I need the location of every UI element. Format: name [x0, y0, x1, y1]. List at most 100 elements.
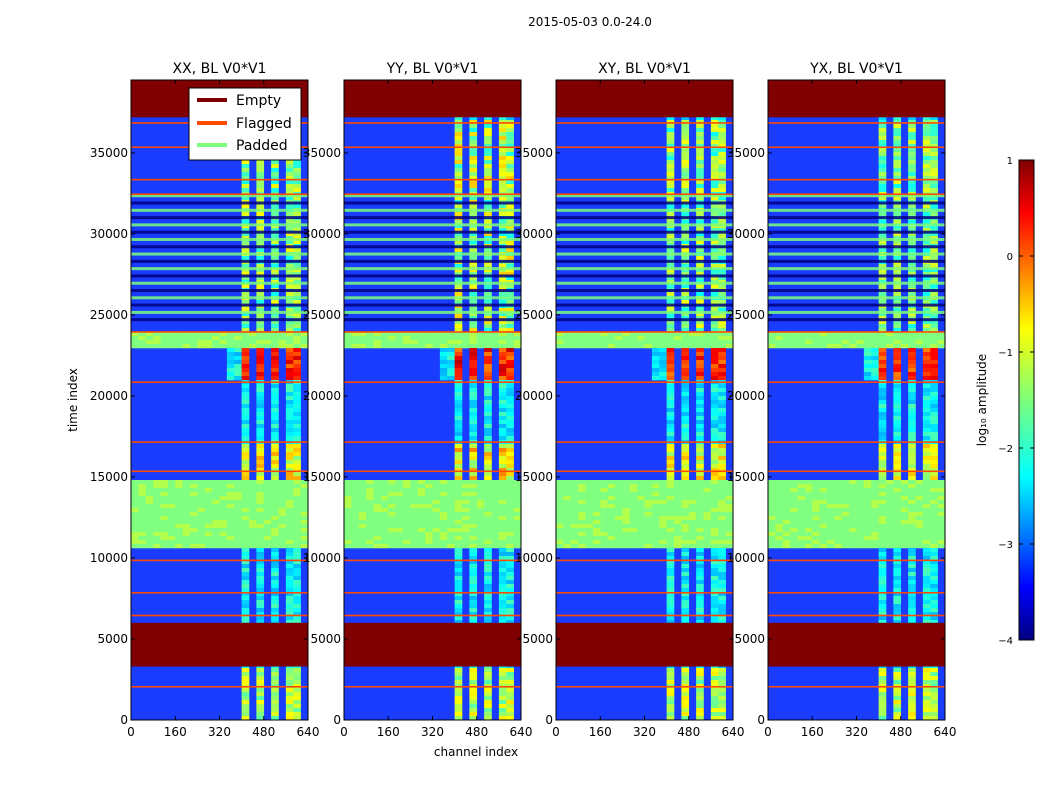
padded-row	[131, 223, 308, 227]
heatmap-cell	[167, 532, 176, 537]
heatmap-cell	[592, 512, 601, 517]
heatmap-cell	[819, 344, 828, 349]
heatmap-cell	[775, 344, 784, 349]
heatmap-cell	[506, 256, 514, 261]
heatmap-cell	[819, 508, 828, 513]
heatmap-cell	[498, 256, 507, 261]
heatmap-cell	[790, 480, 798, 485]
heatmap-cell	[696, 392, 704, 397]
heatmap-cell	[725, 488, 733, 493]
heatmap-cell	[681, 516, 690, 521]
heatmap-cell	[666, 368, 675, 373]
heatmap-cell	[138, 544, 147, 549]
heatmap-cell	[922, 408, 931, 413]
heatmap-cell	[293, 448, 301, 453]
heatmap-cell	[856, 344, 865, 349]
heatmap-cell	[241, 164, 250, 169]
heatmap-cell	[827, 536, 835, 541]
heatmap-cell	[454, 264, 463, 269]
heatmap-cell	[366, 480, 374, 485]
heatmap-cell	[484, 492, 492, 497]
heatmap-cell	[234, 352, 242, 357]
heatmap-cell	[930, 588, 938, 593]
heatmap-cell	[592, 336, 601, 341]
heatmap-cell	[212, 344, 220, 349]
heatmap-cell	[498, 324, 507, 329]
heatmap-cell	[351, 344, 360, 349]
heatmap-cell	[300, 484, 308, 489]
heatmap-cell	[666, 256, 675, 261]
heatmap-cell	[710, 588, 719, 593]
heatmap-cell	[256, 540, 265, 545]
heatmap-cell	[498, 468, 507, 473]
y-tick-label: 10000	[515, 551, 553, 565]
heatmap-cell	[718, 396, 726, 401]
heatmap-cell	[484, 436, 492, 441]
heatmap-cell	[498, 504, 507, 509]
heatmap-cell	[908, 448, 916, 453]
heatmap-cell	[893, 308, 902, 313]
heatmap-cell	[145, 500, 154, 505]
heatmap-cell	[878, 124, 887, 129]
heatmap-cell	[893, 392, 902, 397]
heatmap-cell	[167, 524, 176, 529]
heatmap-cell	[718, 160, 726, 165]
heatmap-cell	[556, 540, 564, 545]
heatmap-cell	[293, 344, 301, 349]
heatmap-cell	[506, 420, 514, 425]
heatmap-cell	[300, 496, 308, 501]
heatmap-cell	[871, 544, 879, 549]
heatmap-cell	[484, 552, 492, 557]
heatmap-cell	[498, 484, 507, 489]
heatmap-cell	[241, 356, 250, 361]
heatmap-cell	[212, 520, 220, 525]
heatmap-cell	[285, 524, 294, 529]
heatmap-cell	[484, 256, 492, 261]
heatmap-cell	[908, 176, 916, 181]
heatmap-cell	[878, 492, 887, 497]
heatmap-cell	[410, 520, 419, 525]
heatmap-cell	[570, 536, 579, 541]
heatmap-cell	[871, 524, 879, 529]
heatmap-cell	[256, 284, 265, 289]
heatmap-cell	[930, 368, 938, 373]
heatmap-cell	[498, 248, 507, 253]
heatmap-cell	[454, 688, 463, 693]
heatmap-cell	[190, 484, 198, 489]
heatmap-cell	[263, 540, 272, 545]
heatmap-cell	[696, 520, 704, 525]
heatmap-cell	[241, 668, 250, 673]
heatmap-cell	[659, 364, 667, 369]
x-tick-label: 160	[589, 725, 612, 739]
heatmap-cell	[454, 456, 463, 461]
heatmap-cell	[454, 420, 463, 425]
heatmap-cell	[710, 340, 719, 345]
heatmap-cell	[439, 368, 448, 373]
heatmap-cell	[718, 180, 726, 185]
heatmap-cell	[585, 480, 594, 485]
heatmap-cell	[256, 712, 265, 717]
heatmap-cell	[827, 500, 835, 505]
heatmap-cell	[908, 180, 916, 185]
heatmap-cell	[878, 332, 887, 337]
heatmap-cell	[922, 180, 931, 185]
heatmap-cell	[469, 376, 478, 381]
heatmap-cell	[293, 464, 301, 469]
heatmap-cell	[696, 532, 704, 537]
heatmap-cell	[696, 228, 704, 233]
heatmap-cell	[937, 340, 945, 345]
heatmap-cell	[725, 516, 733, 521]
heatmap-cell	[285, 324, 294, 329]
heatmap-cell	[506, 556, 514, 561]
heatmap-cell	[812, 500, 820, 505]
heatmap-cell	[922, 420, 931, 425]
heatmap-cell	[131, 492, 139, 497]
heatmap-cell	[241, 308, 250, 313]
heatmap-cell	[585, 500, 594, 505]
heatmap-cell	[506, 172, 514, 177]
heatmap-cell	[775, 504, 784, 509]
heatmap-cell	[871, 336, 879, 341]
heatmap-cell	[484, 324, 492, 329]
heatmap-cell	[462, 344, 470, 349]
heatmap-cell	[922, 452, 931, 457]
